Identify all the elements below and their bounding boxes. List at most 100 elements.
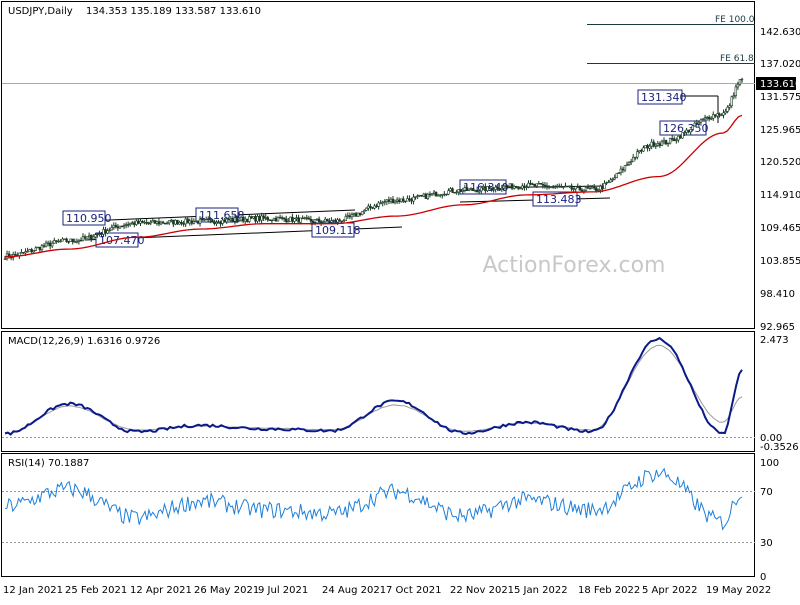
price-candle	[736, 81, 740, 91]
price-candle	[356, 212, 360, 217]
price-candle	[44, 240, 48, 248]
price-candle	[326, 218, 329, 222]
x-tick-label: 12 Apr 2021	[130, 585, 192, 596]
price-candle	[32, 249, 35, 253]
rsi-tick: 0	[760, 572, 766, 583]
x-tick-label: 24 Aug 2021	[322, 585, 386, 596]
price-candle	[500, 184, 504, 192]
price-tick: 109.465	[760, 223, 800, 234]
fib-100-label: FE 100.0	[715, 15, 755, 25]
price-candle	[660, 139, 664, 147]
swing-label: 131.340	[641, 91, 687, 104]
price-candle	[726, 105, 729, 114]
price-candle	[92, 234, 95, 240]
price-candle	[266, 216, 269, 222]
rsi-tick: 100	[760, 458, 779, 469]
price-candle	[718, 112, 721, 118]
price-candle	[373, 203, 376, 210]
fib-61-label: FE 61.8	[720, 54, 754, 64]
price-candle	[625, 161, 629, 167]
price-candle	[496, 184, 499, 192]
price-candle	[636, 148, 639, 160]
price-candle	[502, 183, 506, 192]
swing-label: 113.483	[536, 193, 582, 206]
price-candle	[14, 251, 17, 256]
price-candle	[365, 207, 368, 212]
x-axis: 12 Jan 2021 25 Feb 2021 12 Apr 2021 26 M…	[3, 585, 771, 596]
price-y-axis: 142.630 137.020 131.575 125.965 120.520 …	[760, 27, 800, 333]
price-candle	[180, 220, 183, 226]
price-candle	[393, 199, 397, 205]
x-tick-label: 22 Nov 2021	[450, 585, 514, 596]
price-candle	[63, 238, 66, 240]
price-candle	[668, 137, 672, 145]
price-candle	[61, 237, 64, 242]
price-candle	[141, 220, 144, 224]
price-candle	[722, 109, 725, 119]
price-candle	[570, 183, 573, 192]
price-candle	[40, 244, 44, 253]
price-candle	[110, 224, 113, 231]
price-candle	[276, 216, 280, 222]
price-candle	[720, 113, 723, 117]
price-candle	[379, 199, 382, 205]
price-candle	[541, 181, 545, 189]
price-candle	[451, 187, 454, 194]
macd-title: MACD(12,26,9) 1.6316 0.9726	[8, 336, 160, 347]
price-candle	[623, 165, 627, 173]
swing-labels: 110.950 107.470 111.658 109.118 116.340 …	[62, 89, 709, 248]
price-candle	[732, 92, 735, 100]
rsi-tick: 70	[760, 487, 773, 498]
x-tick-label: 25 Feb 2021	[65, 585, 127, 596]
price-candle	[467, 188, 471, 192]
macd-panel-frame	[1, 331, 755, 452]
price-tick: 103.855	[760, 256, 800, 267]
price-candle	[430, 193, 434, 197]
price-candle	[712, 111, 715, 121]
macd-line	[4, 336, 743, 436]
price-candle	[363, 209, 366, 215]
price-candle	[377, 201, 380, 210]
price-candle	[342, 219, 345, 223]
price-tick: 98.410	[760, 289, 795, 300]
price-candle	[459, 189, 462, 192]
price-candle	[697, 121, 701, 127]
price-candle	[51, 240, 54, 249]
price-candle	[369, 203, 372, 211]
price-candle	[217, 219, 220, 224]
price-candle	[461, 187, 465, 194]
price-candle	[592, 183, 596, 191]
watermark: ActionForex.com	[483, 253, 666, 278]
rsi-line	[4, 467, 743, 531]
price-tick: 114.910	[760, 190, 800, 201]
price-candle	[120, 225, 124, 228]
price-candle	[710, 115, 713, 121]
price-candle	[192, 218, 196, 225]
price-candle	[666, 142, 670, 147]
x-tick-label: 12 Jan 2021	[3, 585, 63, 596]
x-tick-label: 26 May 2021	[194, 585, 259, 596]
x-tick-label: 18 Feb 2022	[578, 585, 640, 596]
price-candle	[165, 221, 169, 225]
price-candle	[317, 216, 321, 224]
x-tick-label: 19 May 2022	[706, 585, 771, 596]
price-candle	[693, 120, 696, 127]
price-candle	[85, 236, 89, 239]
price-candle	[65, 237, 68, 243]
price-candle	[545, 182, 549, 190]
moving-average-line	[5, 114, 743, 258]
price-candle	[235, 215, 239, 224]
price-panel-frame	[1, 1, 755, 329]
price-candle	[69, 238, 72, 242]
price-candle	[634, 156, 637, 161]
price-candle	[106, 228, 109, 235]
price-candle	[237, 219, 241, 222]
price-candle	[644, 145, 647, 149]
price-candle	[161, 220, 165, 224]
price-candle	[129, 222, 132, 227]
price-candle	[412, 193, 415, 205]
rsi-tick: 30	[760, 538, 773, 549]
current-price-text: 133.610	[760, 79, 800, 90]
price-candle	[211, 218, 214, 223]
price-candle	[683, 130, 686, 137]
